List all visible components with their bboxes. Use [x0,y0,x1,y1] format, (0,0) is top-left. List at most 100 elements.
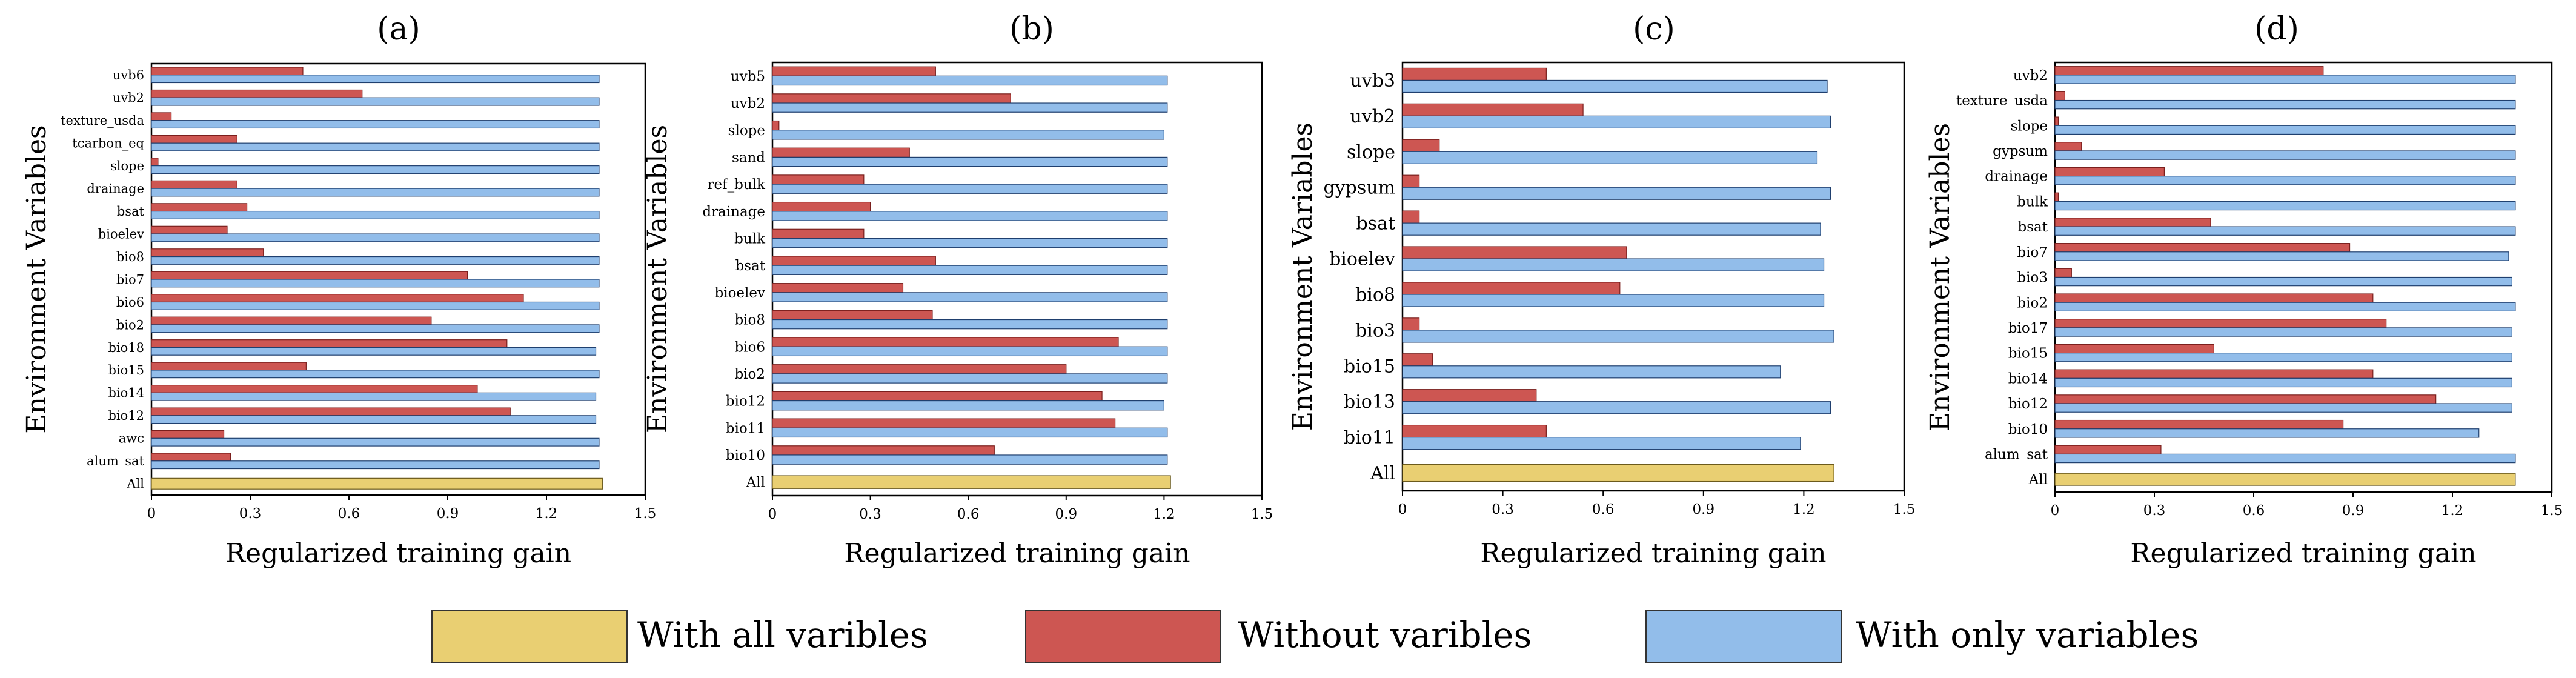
x-axis-title: Regularized training gain [844,538,1190,569]
bar-only-bsat [772,265,1168,275]
category-label: bio12 [2008,396,2048,412]
bar-without-drainage [2054,167,2165,177]
bar-without-bio14 [151,385,478,393]
x-tick-label: 1.5 [1893,502,1916,517]
category-label: sand [732,150,765,165]
bar-without-sand [772,147,910,158]
category-label: bio14 [2008,371,2048,387]
bar-only-bio6 [772,346,1168,357]
bar-only-uvb3 [1402,79,1828,93]
bar-only-bulk [772,238,1168,248]
bar-without-bio8 [1402,282,1621,295]
category-label: bio17 [2008,321,2048,336]
bar-without-uvb2 [1402,103,1584,116]
bar-without-uvb2 [2054,66,2324,76]
bar-without-bioelev [772,283,904,293]
bar-without-uvb6 [151,67,304,76]
plot-frame [771,61,1263,497]
category-label: awc [119,431,144,446]
bar-only-bio3 [1402,330,1834,343]
bar-only-bioelev [772,292,1168,302]
bar-only-bio12 [2054,403,2513,413]
x-tick-label: 0.3 [1492,502,1514,517]
bar-only-bio12 [151,415,597,424]
x-tick-label: 1.2 [536,506,558,522]
category-label: uvb6 [113,68,144,82]
plot-frame [1401,61,1905,492]
bar-without-bio12 [151,407,511,416]
bar-without-bio15 [1402,353,1433,367]
category-label: bio15 [2008,346,2048,362]
category-label: bio13 [1344,391,1395,413]
bar-only-uvb2 [772,102,1168,113]
bar-without-bio2 [151,316,432,325]
bar-only-texture_usda [151,120,600,129]
bar-only-alum_sat [151,460,600,470]
bar-without-uvb2 [772,93,1011,104]
bar-without-bsat [151,203,248,212]
x-tick-label: 0.9 [437,506,459,522]
category-label: uvb2 [2013,68,2048,84]
bar-without-bio7 [2054,243,2351,253]
category-label: All [746,475,765,491]
bar-only-bio10 [2054,428,2480,438]
bar-without-slope [151,158,159,167]
bar-without-bulk [2054,192,2059,202]
category-label: bio6 [116,295,144,310]
category-label: bulk [734,231,766,247]
bar-only-slope [2054,125,2516,135]
bar-without-bsat [1402,210,1420,224]
category-label: gypsum [1323,178,1395,199]
bar-without-bio18 [151,339,508,348]
bar-without-bio10 [772,445,995,456]
category-label: bio15 [108,363,144,377]
bar-only-drainage [772,211,1168,221]
category-label: bio7 [2017,245,2048,261]
bar-only-bio11 [772,427,1168,438]
category-label: bio15 [1344,356,1395,377]
legend-swatch [431,610,628,663]
bar-only-bio14 [2054,377,2513,388]
panel-label: (c) [1633,11,1675,47]
x-tick-label: 0.6 [957,507,980,522]
category-label: uvb3 [1350,70,1395,91]
bar-only-bio8 [151,256,600,265]
bar-only-bio6 [151,301,600,310]
bar-only-uvb6 [151,75,600,84]
bar-without-texture_usda [2054,91,2065,101]
category-label: drainage [1985,169,2048,185]
category-label: bioelev [715,285,766,301]
bar-only-drainage [151,188,600,197]
bar-only-bio15 [2054,353,2513,362]
bar-without-alum_sat [2054,445,2162,455]
category-label: slope [110,159,144,173]
category-label: bio6 [734,339,765,355]
bar-without-bio2 [2054,293,2374,303]
bar-only-gypsum [1402,187,1831,200]
x-tick-label: 0 [768,507,777,522]
category-label: bio3 [1355,320,1395,341]
category-label: bsat [735,258,766,274]
x-tick-label: 1.5 [1251,507,1273,522]
bar-only-bulk [2054,201,2516,211]
category-label: bsat [117,204,145,219]
legend-swatch [1025,610,1221,663]
bar-without-bio12 [772,391,1103,402]
x-tick-label: 1.5 [2541,503,2563,519]
bar-without-bioelev [1402,246,1627,259]
x-tick-label: 0.6 [2243,503,2265,519]
category-label: bioelev [98,227,144,241]
bar-without-bio11 [772,418,1116,428]
legend-swatch [1645,610,1842,663]
bar-only-slope [1402,151,1818,164]
bar-only-alum_sat [2054,453,2516,464]
category-label: bio2 [116,317,144,332]
legend: With all varibles Without varibles With on… [431,610,2199,663]
category-label: uvb2 [731,96,765,111]
category-label: All [126,477,144,491]
bar-all-All [151,477,603,490]
bar-only-bio12 [772,400,1165,411]
category-label: slope [2011,118,2048,134]
category-label: bio14 [108,386,144,400]
bar-without-bio3 [2054,268,2072,278]
